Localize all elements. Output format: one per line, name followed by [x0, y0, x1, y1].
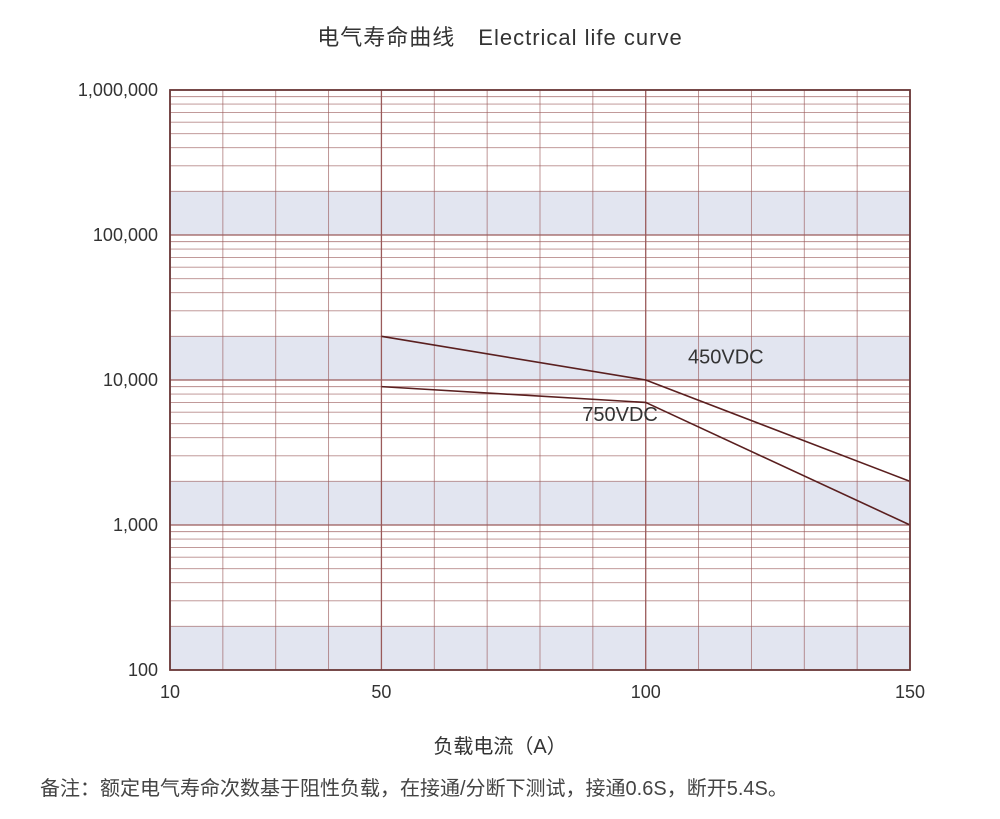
series-label: 750VDC	[582, 404, 658, 426]
y-tick-label: 100	[128, 660, 158, 680]
y-tick-label: 100,000	[93, 225, 158, 245]
x-tick-label: 10	[160, 682, 180, 702]
y-tick-label: 1,000	[113, 515, 158, 535]
series-label: 450VDC	[688, 346, 764, 368]
page: 电气寿命曲线 Electrical life curve 阻性负载寿命（次） 4…	[0, 0, 1000, 819]
x-tick-label: 50	[371, 682, 391, 702]
x-tick-label: 100	[631, 682, 661, 702]
y-tick-label: 1,000,000	[78, 80, 158, 100]
x-axis-label: 负载电流（A）	[0, 730, 1000, 759]
chart-area: 450VDC 750VDC 100 1,000 10,000 100,000 1,000,0…	[60, 80, 930, 720]
chart-title: 电气寿命曲线 Electrical life curve	[0, 20, 1000, 52]
chart-svg: 450VDC 750VDC 100 1,000 10,000 100,000 1,000,0…	[60, 80, 930, 720]
y-tick-label: 10,000	[103, 370, 158, 390]
x-tick-label: 150	[895, 682, 925, 702]
footnote-text: 备注：额定电气寿命次数基于阻性负载，在接通/分断下测试，接通0.6S，断开5.4…	[40, 772, 960, 801]
